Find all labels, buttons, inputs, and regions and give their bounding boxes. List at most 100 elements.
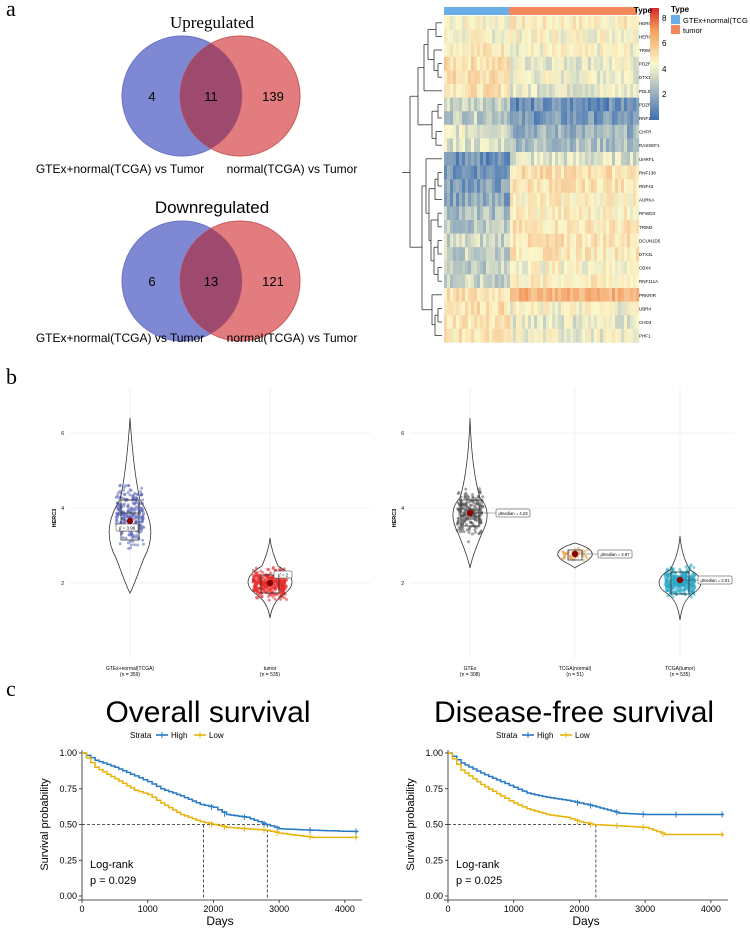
heatmap-gene-label: PDZRN3	[639, 62, 657, 67]
violin-point	[122, 504, 126, 508]
heatmap-row	[444, 179, 640, 194]
venn-up-overlap-count: 11	[204, 89, 218, 104]
violin-point	[467, 531, 471, 534]
y-tick-label: 0.25	[59, 855, 77, 865]
violin-right-box-tcga-tumor	[670, 571, 690, 595]
violin-point	[464, 523, 468, 527]
violin-point	[141, 538, 145, 542]
violin-point	[665, 578, 669, 582]
violin-point	[672, 590, 676, 593]
x-tick-label: 3000	[635, 904, 655, 914]
violin-point	[683, 577, 687, 581]
violin-point	[667, 580, 671, 584]
venn-up-title: Upregulated	[170, 13, 255, 32]
violin-point	[461, 523, 464, 527]
violin-point	[691, 589, 694, 593]
violin-point	[673, 574, 677, 578]
violin-point	[577, 546, 580, 550]
violin-point	[284, 587, 287, 591]
x-tick-label: 4000	[335, 904, 355, 914]
violin-point	[130, 536, 134, 540]
venn-down-overlap-count: 13	[204, 274, 218, 289]
violin-point	[478, 516, 481, 520]
violin-left-shape-tumor	[247, 537, 293, 619]
heatmap-row	[444, 165, 640, 180]
violin-point	[685, 567, 689, 571]
violin-point	[687, 584, 690, 588]
violin-point	[583, 549, 586, 553]
heatmap-gene-label: PDLIM2	[639, 89, 656, 94]
violin-point	[673, 578, 677, 582]
violin-point	[663, 576, 667, 579]
venn-down-left-label: GTEx+normal(TCGA) vs Tumor	[36, 331, 204, 345]
violin-point	[671, 574, 675, 578]
violin-left-xtick-normal: GTEx+normal(TCGA)	[106, 666, 155, 672]
violin-point	[271, 567, 275, 570]
heatmap-row	[444, 124, 640, 139]
violin-point	[464, 487, 468, 491]
heatmap-gene-label: RNF150	[639, 116, 656, 121]
venn-down-overlap	[180, 228, 242, 334]
violin-point	[692, 573, 696, 576]
violin-point	[133, 543, 136, 547]
heatmap-row	[444, 220, 640, 234]
heatmap-row	[444, 138, 640, 153]
panel-label-c: c	[6, 676, 16, 701]
violin-point	[693, 586, 697, 589]
heatmap-gene-label: RASSEF1	[639, 143, 660, 148]
violin-point	[126, 509, 130, 513]
violin-point	[128, 533, 132, 537]
heatmap-row	[444, 288, 640, 302]
x-tick-label: 0	[79, 904, 84, 914]
violin-point	[460, 525, 464, 529]
logrank-label: Log-rank	[456, 859, 500, 871]
heatmap-row	[444, 260, 640, 275]
scale-tick-8: 8	[662, 14, 667, 23]
x-tick-label: 1000	[504, 904, 524, 914]
heatmap-row	[444, 70, 640, 85]
scale-tick-6: 6	[662, 39, 667, 48]
venn-down-right-count: 121	[262, 274, 284, 289]
x-tick-label: 0	[445, 904, 450, 914]
violin-point	[270, 590, 274, 593]
violin-point	[477, 532, 481, 536]
violin-point	[138, 525, 142, 529]
venn-downregulated: Downregulated 6 13 121 GTEx+normal(TCGA)…	[36, 198, 358, 345]
violin-point	[255, 573, 259, 577]
heatmap-gene-label: HERC3	[639, 21, 655, 26]
x-tick-label: 4000	[701, 904, 721, 914]
violin-point	[467, 527, 471, 531]
x-tick-label: 2000	[569, 904, 589, 914]
violin-point	[470, 532, 474, 536]
violin-point	[466, 517, 469, 521]
violin-point	[457, 491, 461, 495]
violin-point	[664, 586, 668, 590]
violin-point	[279, 597, 283, 601]
violin-point	[472, 517, 476, 521]
violin-point	[582, 558, 586, 562]
violin-point	[116, 512, 120, 516]
violin-right-label-gtex: μ̂median = 4.23	[498, 511, 528, 516]
violin-point	[140, 486, 144, 490]
violin-point	[142, 525, 146, 529]
heatmap-dendrogram	[402, 22, 442, 337]
violin-point	[688, 564, 692, 568]
violin-point	[577, 550, 581, 554]
type-legend-normal-label: GTEx+normal(TCGA)	[683, 16, 748, 25]
violin-point	[140, 508, 144, 512]
survival-title: Overall survival	[105, 696, 310, 729]
disease-free-survival-chart: Disease-free survival Strata High Low 0.00 0.…	[405, 696, 728, 928]
violin-point	[672, 583, 676, 587]
violin-point	[685, 580, 689, 584]
violin-point	[132, 502, 136, 506]
violin-point	[456, 519, 460, 523]
y-tick-label: 0.25	[425, 855, 443, 865]
violin-point	[457, 516, 461, 520]
type-legend-tumor-swatch	[671, 25, 680, 34]
heatmap-gene-label: RNF111A	[639, 279, 658, 284]
violin-point	[260, 595, 264, 599]
legend-label: High	[171, 731, 187, 740]
violin-point	[585, 548, 589, 552]
violin-point	[478, 514, 482, 517]
violin-right-median-tcga-normal	[571, 550, 579, 558]
